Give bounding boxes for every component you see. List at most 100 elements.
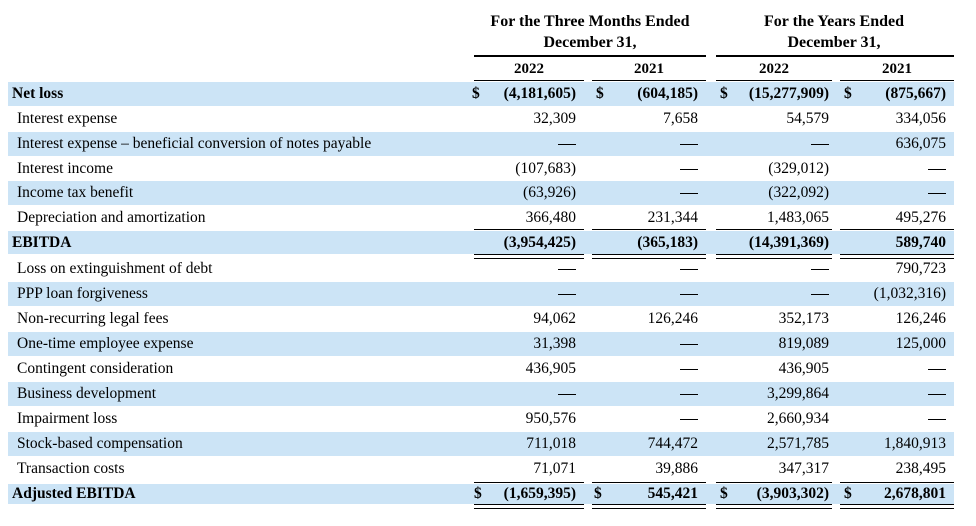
- table-row: Transaction costs 71,071 39,886 347,317 238,…: [8, 457, 954, 481]
- dash-mark: [680, 419, 698, 420]
- row-value-col1: —: [558, 382, 576, 406]
- row-value-col3: 54,579: [786, 110, 829, 127]
- dash-mark: [811, 144, 829, 145]
- row-value-col4: 125,000: [895, 335, 946, 352]
- row-value-col3: (322,092): [768, 184, 829, 201]
- header-years: For the Years Ended December 31,: [716, 11, 952, 53]
- row-label: Interest expense: [17, 110, 118, 127]
- currency-symbol: $: [474, 485, 482, 502]
- row-value-col1: —: [558, 132, 576, 156]
- row-value-col1: 71,071: [533, 460, 576, 477]
- row-value-col1: —: [558, 258, 576, 280]
- year-header-1: 2022: [514, 61, 544, 77]
- adjusted-top-rule-1: [474, 482, 584, 483]
- row-value-col4: 495,276: [895, 209, 946, 226]
- row-value-col3: —: [811, 258, 829, 280]
- ebitda-double-rule-1: [474, 254, 584, 259]
- row-value-col3: (15,277,909): [748, 85, 829, 102]
- row-value-col3: (329,012): [768, 160, 829, 177]
- row-value-col4: 790,723: [895, 260, 946, 277]
- row-value-col4: —: [928, 407, 946, 431]
- row-value-col1: (107,683): [515, 160, 576, 177]
- currency-symbol: $: [472, 85, 480, 102]
- row-label: Interest income: [17, 160, 113, 177]
- row-value-col3: (14,391,369): [748, 234, 829, 251]
- table-row: Business development — — 3,299,864 —: [8, 382, 954, 406]
- dash-mark: [928, 169, 946, 170]
- header-rule-left: [474, 55, 706, 57]
- row-label: Depreciation and amortization: [17, 209, 206, 226]
- row-label: PPP loan forgiveness: [17, 285, 148, 302]
- row-value-col4: (875,667): [885, 85, 946, 102]
- row-value-col4: —: [928, 382, 946, 406]
- row-value-col2: 545,421: [647, 485, 698, 502]
- dash-mark: [558, 394, 576, 395]
- adjusted-top-rule-4: [840, 482, 954, 483]
- adjusted-top-rule-3: [716, 482, 832, 483]
- row-value-col1: 366,480: [525, 209, 576, 226]
- row-value-col3: 2,571,785: [767, 435, 829, 452]
- row-value-col2: —: [680, 282, 698, 306]
- row-value-col2: —: [680, 332, 698, 356]
- dash-mark: [680, 144, 698, 145]
- row-value-col2: —: [680, 132, 698, 156]
- adjusted-top-rule-2: [592, 482, 706, 483]
- row-value-col2: 126,246: [647, 310, 698, 327]
- row-value-col1: —: [558, 282, 576, 306]
- ebitda-top-rule-3: [716, 229, 832, 230]
- row-label: Non-recurring legal fees: [17, 310, 169, 327]
- row-value-col1: 32,309: [533, 110, 576, 127]
- dash-mark: [680, 169, 698, 170]
- row-value-col4: 238,495: [895, 460, 946, 477]
- table-row: One-time employee expense 31,398 — 819,089 1…: [8, 332, 954, 356]
- row-value-col4: (1,032,316): [873, 285, 946, 302]
- dash-mark: [928, 419, 946, 420]
- row-value-col4: —: [928, 157, 946, 181]
- row-label: Stock-based compensation: [17, 435, 183, 452]
- header-years-line2: December 31,: [787, 34, 881, 51]
- row-value-col4: 636,075: [895, 135, 946, 152]
- table-row: Loss on extinguishment of debt — — — 790,723: [8, 258, 954, 280]
- row-value-col1: 711,018: [526, 435, 576, 452]
- row-value-col3: 2,660,934: [767, 410, 829, 427]
- row-value-col2: (365,183): [637, 234, 698, 251]
- year-rule-2: [592, 80, 706, 81]
- row-value-col4: 2,678,801: [884, 485, 946, 502]
- row-value-col3: 347,317: [778, 460, 829, 477]
- dash-mark: [680, 344, 698, 345]
- row-value-col4: 1,840,913: [884, 435, 946, 452]
- row-label: Impairment loss: [17, 410, 118, 427]
- currency-symbol: $: [844, 485, 852, 502]
- row-value-col4: —: [928, 181, 946, 205]
- ebitda-top-rule-1: [474, 229, 584, 230]
- table-row: Interest expense – beneficial conversion…: [8, 132, 954, 156]
- row-value-col2: —: [680, 157, 698, 181]
- header-three-months-line1: For the Three Months Ended: [490, 13, 690, 30]
- row-value-col4: 126,246: [895, 310, 946, 327]
- row-label: EBITDA: [12, 234, 72, 251]
- dash-mark: [680, 294, 698, 295]
- row-label: Business development: [17, 385, 157, 402]
- row-value-col1: (4,181,605): [503, 85, 576, 102]
- table-row: Depreciation and amortization 366,480 231,…: [8, 206, 954, 230]
- table-row: Stock-based compensation 711,018 744,472 2,…: [8, 432, 954, 456]
- table-row: Adjusted EBITDA $ $ $ $ (1,659,395) 545,421 (3,…: [8, 484, 954, 504]
- currency-symbol: $: [720, 85, 728, 102]
- row-value-col2: —: [680, 382, 698, 406]
- ebitda-double-rule-3: [716, 254, 832, 259]
- ebitda-double-rule-4: [840, 254, 954, 259]
- row-label: Contingent consideration: [17, 360, 174, 377]
- currency-symbol: $: [720, 485, 728, 502]
- row-label: Interest expense – beneficial conversion…: [17, 135, 372, 152]
- row-value-col2: —: [680, 181, 698, 205]
- dash-mark: [558, 269, 576, 270]
- header-rule-right: [716, 55, 954, 57]
- row-value-col2: (604,185): [637, 85, 698, 102]
- currency-symbol: $: [594, 485, 602, 502]
- header-three-months: For the Three Months Ended December 31,: [474, 11, 706, 53]
- row-value-col1: (3,954,425): [503, 234, 576, 251]
- row-value-col1: 436,905: [525, 360, 576, 377]
- row-value-col1: 31,398: [533, 335, 576, 352]
- row-value-col2: 231,344: [647, 209, 698, 226]
- row-value-col2: 744,472: [647, 435, 698, 452]
